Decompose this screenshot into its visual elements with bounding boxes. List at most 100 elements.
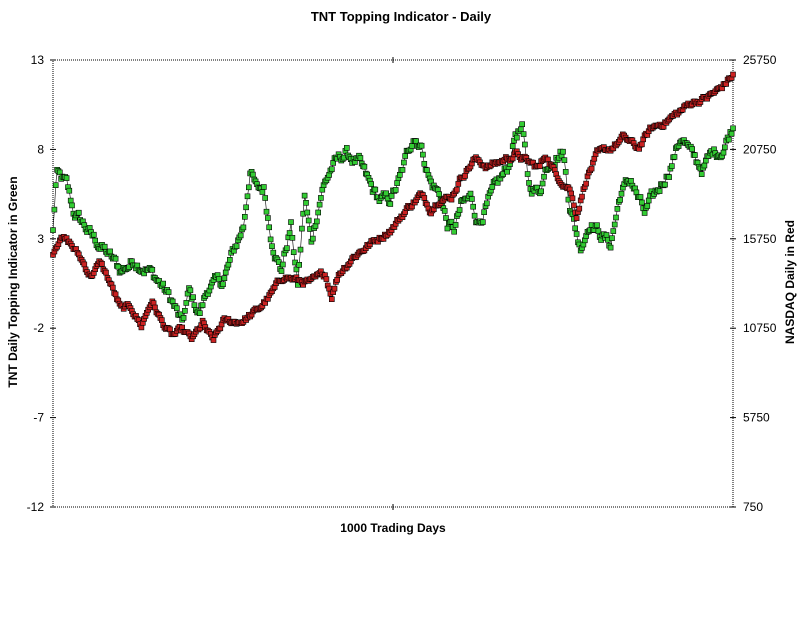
data-point [402, 153, 409, 159]
data-point [237, 232, 244, 239]
data-point [721, 144, 728, 151]
data-point [115, 263, 122, 270]
right-y-axis-label: NASDAQ Daily in Red [783, 220, 797, 344]
data-point [396, 172, 403, 178]
data-point [323, 276, 330, 282]
data-point [698, 171, 705, 177]
data-point [174, 305, 180, 312]
data-point [392, 187, 399, 193]
data-point [726, 136, 732, 143]
data-point [296, 261, 303, 268]
data-point [138, 324, 145, 331]
data-point [227, 256, 233, 263]
data-point [444, 225, 451, 232]
right-tick-label: 10750 [743, 321, 777, 335]
data-point [576, 205, 583, 212]
data-point [448, 218, 455, 225]
data-point [191, 302, 198, 309]
data-point [489, 184, 496, 190]
data-point [305, 217, 312, 224]
data-point [455, 181, 462, 187]
data-point [436, 191, 443, 197]
data-point [481, 209, 487, 215]
x-axis-label: 1000 Trading Days [340, 521, 446, 535]
data-point [668, 163, 675, 169]
data-point [618, 190, 625, 197]
data-point [216, 276, 222, 282]
data-point [110, 284, 116, 291]
data-point [573, 231, 580, 237]
left-tick-label: 13 [31, 53, 45, 67]
data-point [242, 214, 248, 220]
data-point [517, 126, 524, 133]
data-point [301, 192, 308, 199]
series-1 [50, 71, 736, 343]
data-point [263, 208, 270, 215]
data-point [190, 294, 196, 301]
data-point [67, 197, 74, 204]
data-point [361, 163, 368, 170]
data-point [197, 310, 203, 317]
data-point [160, 280, 166, 287]
data-point [297, 246, 304, 253]
data-point [316, 201, 323, 208]
data-point [692, 152, 698, 158]
data-point [637, 194, 644, 200]
data-point [372, 186, 379, 193]
data-point [613, 214, 619, 221]
data-point [644, 203, 651, 209]
data-point [639, 199, 645, 206]
data-point [66, 187, 73, 194]
data-point [424, 167, 430, 173]
data-point [399, 167, 406, 173]
data-point [607, 244, 614, 251]
data-point [210, 337, 217, 343]
data-point [617, 197, 623, 203]
data-point [509, 143, 516, 149]
data-point [452, 222, 459, 228]
data-point [456, 207, 463, 213]
data-point [187, 287, 194, 294]
data-point [225, 261, 232, 268]
data-point [328, 296, 335, 303]
data-point [420, 151, 426, 158]
left-tick-label: 3 [37, 232, 44, 246]
data-point [641, 210, 648, 216]
data-point [328, 166, 335, 172]
data-point [262, 195, 269, 201]
data-point [443, 215, 449, 221]
data-point [401, 159, 407, 166]
right-tick-label: 15750 [743, 232, 777, 246]
data-point [246, 184, 252, 191]
data-point [222, 269, 229, 276]
left-y-axis-label: TNT Daily Topping Indicator in Green [6, 176, 20, 387]
data-point [583, 180, 589, 187]
data-point [526, 180, 532, 186]
data-point [728, 130, 735, 137]
data-point [538, 188, 545, 195]
data-point [284, 245, 290, 251]
data-point [103, 269, 109, 276]
data-point [81, 261, 88, 268]
data-point [560, 148, 566, 155]
data-point [286, 230, 293, 236]
data-point [290, 249, 297, 255]
data-point [730, 125, 736, 132]
data-point [633, 189, 640, 196]
left-tick-label: -7 [33, 411, 44, 425]
data-point [331, 285, 338, 292]
data-point [178, 311, 184, 318]
data-point [159, 317, 165, 323]
data-point [522, 141, 528, 148]
data-point [112, 255, 119, 262]
data-point [454, 186, 460, 193]
data-point [334, 276, 341, 283]
data-point [278, 268, 285, 274]
data-point [421, 161, 428, 167]
data-point [266, 224, 273, 231]
data-point [76, 209, 82, 216]
data-point [51, 206, 58, 213]
data-point [91, 231, 97, 238]
data-point [614, 206, 621, 212]
data-point [388, 193, 395, 199]
